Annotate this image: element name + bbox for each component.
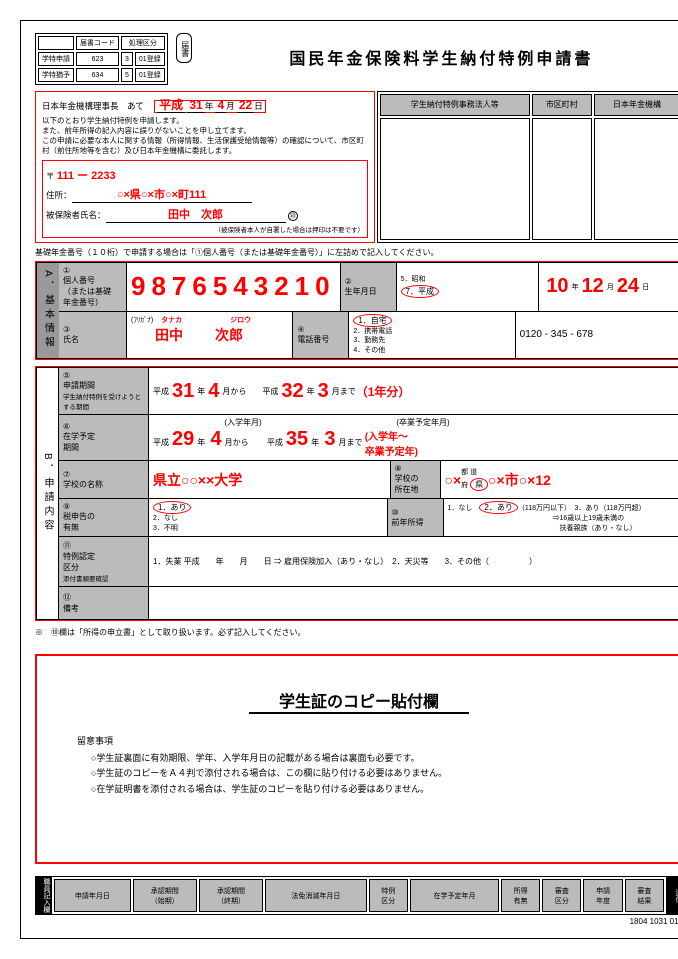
form-title: 国民年金保険料学生納付特例申請書 — [200, 33, 678, 69]
code-table: 届書コード処理区分 学特申請623301登録 学特猶予634501登録 — [35, 33, 168, 85]
section-b: B．申請内容 ⑤ 申請期間学生納付特例を受けようとする期間 平成31年 4月から… — [36, 367, 678, 620]
staff-footer: 職員記入欄 申請年月日 承認期間 （始期） 承認期間 （終期） 法免消滅年月日 … — [35, 876, 678, 915]
note-a: 基礎年金番号（１０桁）で申請する場合は「①個人番号（または基礎年金番号）」に左詰… — [35, 247, 678, 258]
section-a: A．基本情報 ① 個人番号 （または基礎 年金番号） 9876543210 ② … — [36, 262, 678, 360]
doc-badge: 届書 — [176, 33, 192, 63]
note-b: ※ ⑩欄は「所得の申立書」として取り扱います。必ず記入してください。 — [35, 627, 678, 638]
authority-table: 学生納付特例事務法人等市区町村日本年金機構 — [377, 91, 678, 243]
applicant-block: 日本年金機構理事長 あて 平成 31年 4月 22日 以下のとおり学生納付特例を… — [35, 91, 375, 243]
copy-attach-area: 学生証のコピー貼付欄 留意事項 ○学生証裏面に有効期限、学年、入学年月日の記載が… — [35, 654, 678, 864]
form-number: 1804 1031 013 — [35, 917, 678, 926]
